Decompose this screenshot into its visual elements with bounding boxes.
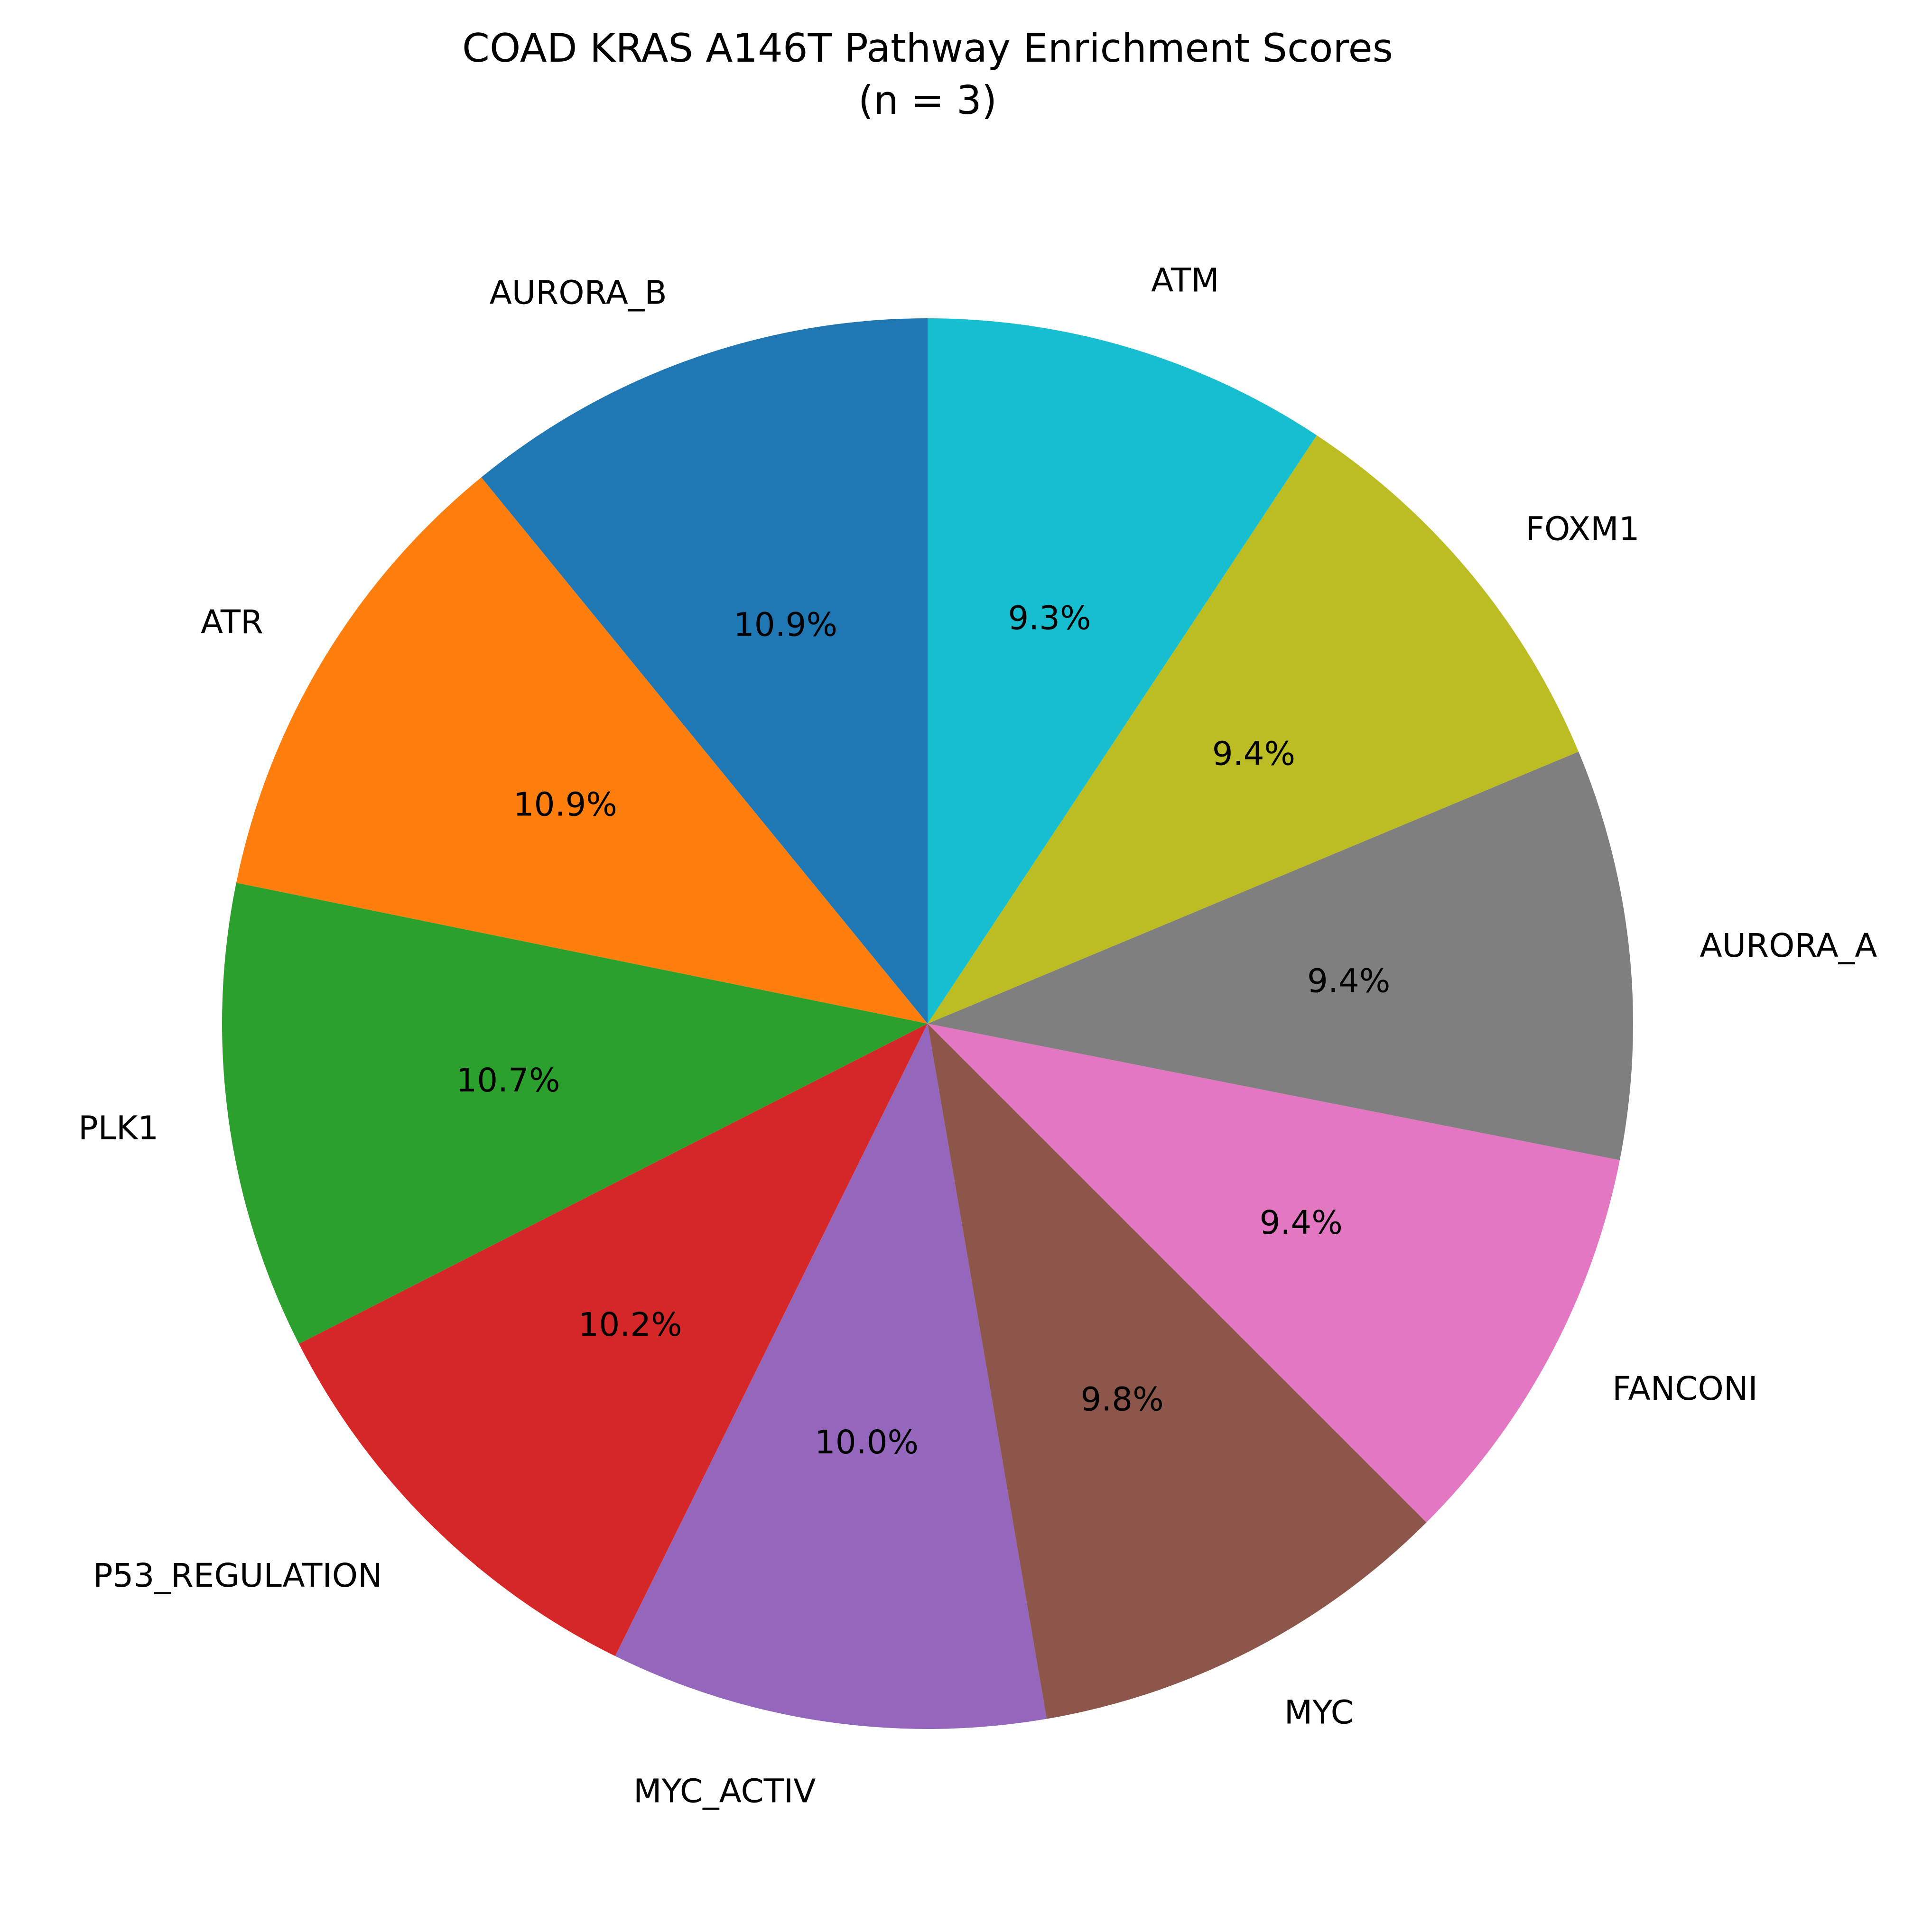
- slice-labels: AURORA_B ATR PLK1 P53_REGULATION MYC_ACTIV MY…: [78, 262, 1877, 1811]
- pie-slice-plk1: [222, 883, 928, 1344]
- pie-slice-aurora-a: [928, 751, 1633, 1160]
- pct-label: 10.9%: [513, 786, 617, 824]
- pie-slice-myc-activ: [615, 1024, 1047, 1729]
- pct-label: 9.3%: [1008, 600, 1091, 638]
- pie-slice-p53-regulation: [299, 1024, 928, 1656]
- slice-label: FANCONI: [1612, 1370, 1758, 1408]
- percentage-labels: 10.9% 10.9% 10.7% 10.2% 10.0% 9.8% 9.4% 9.4% 9.4…: [456, 600, 1390, 1461]
- slice-label: MYC: [1284, 1694, 1354, 1732]
- chart-subtitle: (n = 3): [858, 77, 997, 123]
- pct-label: 10.9%: [734, 606, 837, 644]
- pie-slice-myc: [928, 1024, 1427, 1719]
- slice-label: AURORA_A: [1700, 927, 1877, 965]
- pie-slices: [222, 318, 1633, 1729]
- pie-slice-atm: [928, 318, 1317, 1024]
- pct-label: 10.0%: [815, 1424, 919, 1461]
- pct-label: 9.8%: [1080, 1380, 1163, 1418]
- pie-slice-aurora-b: [481, 318, 928, 1024]
- slice-label: AURORA_B: [490, 274, 667, 312]
- slice-label: PLK1: [78, 1109, 158, 1147]
- slice-label: P53_REGULATION: [93, 1557, 382, 1595]
- pct-label: 9.4%: [1212, 735, 1295, 773]
- slice-label: MYC_ACTIV: [633, 1773, 816, 1811]
- slice-label: ATR: [201, 603, 263, 641]
- pie-slice-fanconi: [928, 1024, 1620, 1523]
- slice-label: ATM: [1151, 262, 1219, 300]
- pct-label: 10.2%: [578, 1306, 682, 1344]
- pct-label: 9.4%: [1260, 1204, 1343, 1242]
- slice-label: FOXM1: [1525, 510, 1639, 548]
- pie-slice-foxm1: [928, 435, 1579, 1024]
- pct-label: 9.4%: [1307, 962, 1390, 1000]
- pct-label: 10.7%: [456, 1062, 560, 1100]
- chart-title: COAD KRAS A146T Pathway Enrichment Score…: [462, 25, 1393, 71]
- pie-slice-atr: [236, 477, 928, 1024]
